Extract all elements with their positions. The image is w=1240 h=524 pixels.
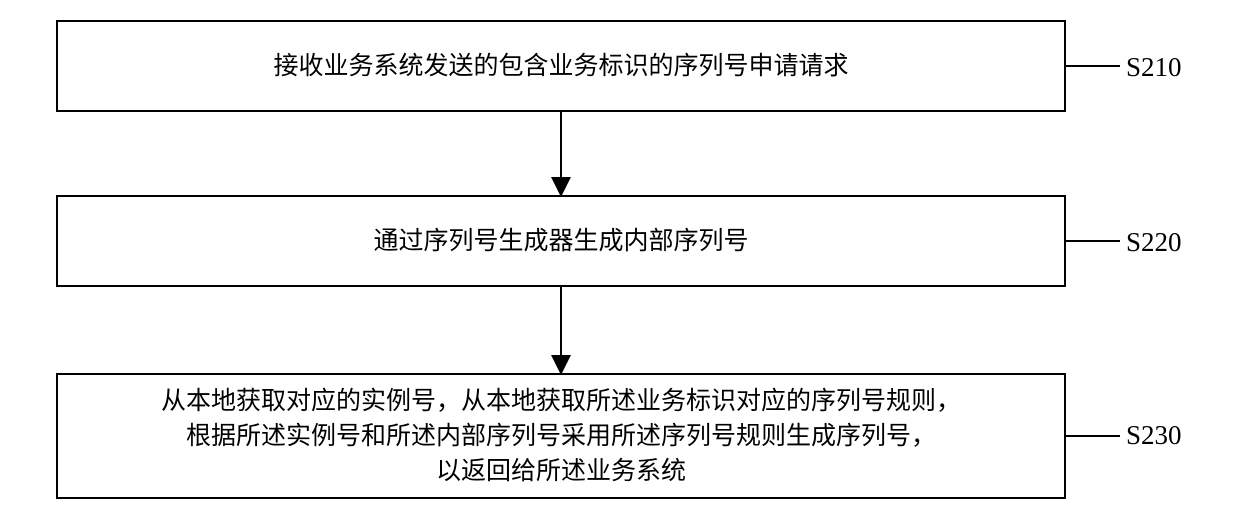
flowchart-canvas: 接收业务系统发送的包含业务标识的序列号申请请求 S210 通过序列号生成器生成内… [0, 0, 1240, 524]
connectors-svg [0, 0, 1240, 524]
